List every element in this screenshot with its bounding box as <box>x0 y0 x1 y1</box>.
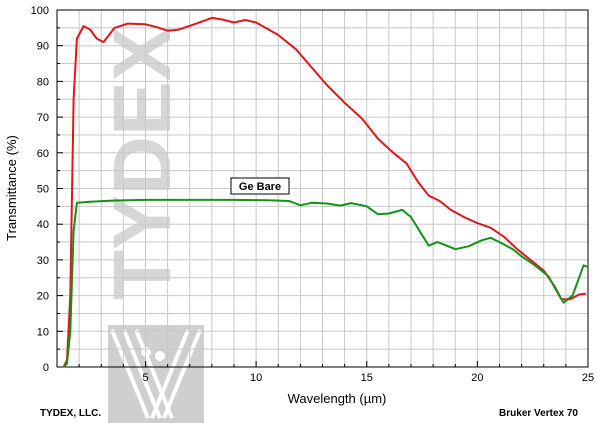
x-tick-label: 10 <box>250 372 262 384</box>
watermark-logo-lines <box>110 329 202 419</box>
annotation-box <box>230 177 290 195</box>
y-tick-label: 0 <box>43 362 49 374</box>
y-tick-label: 40 <box>37 219 49 231</box>
footer-company: TYDEX, LLC. <box>40 408 101 419</box>
y-tick-label: 80 <box>37 76 49 88</box>
x-tick-label: 5 <box>142 372 148 384</box>
watermark-text: TYDEX <box>97 27 188 300</box>
y-tick-label: 90 <box>37 41 49 53</box>
series-line-2 <box>62 198 589 368</box>
y-tick-label: 50 <box>37 184 49 196</box>
y-tick-label: 100 <box>31 5 49 17</box>
axis-tick-labels: 5 10 15 20 25 0 10 20 30 40 50 60 70 80 90 100 <box>31 5 594 384</box>
series-lines <box>62 16 589 368</box>
y-tick-label: 70 <box>37 112 49 124</box>
y-tick-label: 60 <box>37 148 49 160</box>
annotation-label: Ge Bare <box>239 181 281 193</box>
x-axis-title: Wavelength (µm) <box>288 391 387 406</box>
axis-ticks <box>56 9 589 368</box>
tydex-watermark: TYDEX <box>97 27 204 423</box>
y-tick-label: 20 <box>37 291 49 303</box>
x-tick-label: 25 <box>582 372 594 384</box>
footer-instrument: Bruker Vertex 70 <box>499 408 578 419</box>
y-tick-label: 10 <box>37 326 49 338</box>
watermark-logo-dot <box>155 351 165 361</box>
plot-grid <box>56 9 589 368</box>
x-tick-label: 15 <box>361 372 373 384</box>
series-line-1 <box>62 16 586 368</box>
y-axis-title: Transmittance (%) <box>4 135 19 241</box>
series-annotation: Ge Bare <box>230 177 290 195</box>
y-tick-label: 30 <box>37 255 49 267</box>
x-tick-label: 20 <box>471 372 483 384</box>
